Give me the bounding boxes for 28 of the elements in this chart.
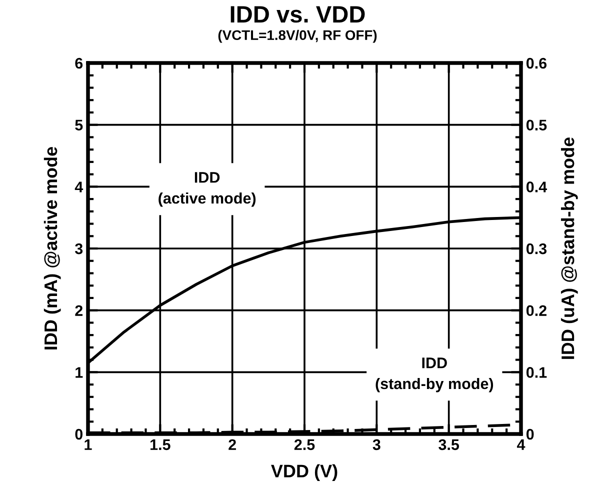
chart-subtitle: (VCTL=1.8V/0V, RF OFF)	[218, 30, 377, 43]
y-axis-title: IDD (mA) @active mode	[44, 147, 61, 350]
y2-tick-label: 0.4	[526, 182, 548, 192]
y2-axis-title: IDD (uA) @stand-by mode	[560, 137, 578, 359]
x-tick-label: 4	[516, 439, 526, 450]
y-tick-label: 0	[75, 428, 83, 440]
y-tick-label: 3	[74, 243, 83, 254]
y2-tick-label: 0	[526, 428, 534, 440]
annotation: IDD (stand-by mode)	[376, 358, 494, 392]
y-tick-label: 4	[74, 182, 84, 192]
x-tick-label: 1.5	[150, 439, 170, 450]
annotation: IDD (active mode)	[158, 172, 256, 207]
y-tick-label: 6	[75, 58, 83, 69]
y2-tick-label: 0.3	[526, 243, 547, 254]
x-axis-title: VDD (V)	[271, 464, 338, 482]
y2-tick-label: 0.6	[526, 58, 547, 69]
y-tick-label: 2	[75, 305, 83, 316]
y2-tick-label: 0.1	[526, 367, 547, 378]
x-tick-label: 3.5	[438, 439, 460, 450]
x-tick-label: 2.5	[294, 439, 315, 450]
x-tick-label: 3	[372, 439, 380, 450]
x-tick-label: 1	[84, 439, 92, 450]
y-tick-label: 5	[75, 120, 83, 131]
y2-tick-label: 0.5	[526, 120, 547, 131]
y-tick-label: 1	[76, 367, 83, 378]
chart-title: IDD vs. VDD	[230, 6, 365, 23]
y2-tick-label: 0.2	[526, 305, 546, 316]
x-tick-label: 2	[228, 439, 236, 450]
